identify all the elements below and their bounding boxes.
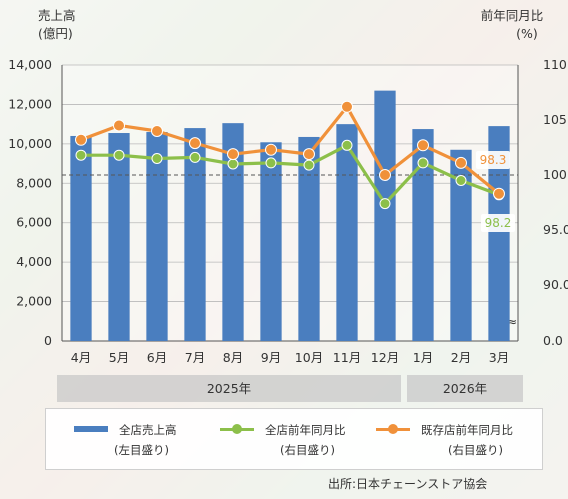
bar bbox=[336, 124, 358, 342]
callout-bg bbox=[476, 151, 510, 169]
point-existing-yoy bbox=[493, 187, 505, 200]
x-tick-label: 5月 bbox=[109, 350, 129, 365]
point-existing-yoy bbox=[227, 148, 239, 161]
left-tick-label: 14,000 bbox=[8, 57, 52, 72]
point-total-yoy bbox=[113, 149, 125, 161]
point-existing-yoy bbox=[379, 169, 391, 181]
right-tick-label: 110.0 bbox=[543, 57, 568, 72]
legend-marker bbox=[388, 424, 398, 434]
left-tick-label: 2,000 bbox=[16, 294, 52, 309]
bar bbox=[412, 129, 434, 341]
right-tick-label: 90.0 bbox=[543, 277, 568, 292]
left-axis-unit: (億円) bbox=[38, 26, 73, 41]
legend-label: 既存店前年同月比 bbox=[421, 423, 513, 437]
left-tick-label: 4,000 bbox=[16, 254, 52, 269]
x-tick-label: 12月 bbox=[371, 350, 399, 365]
year-label: 2026年 bbox=[443, 381, 487, 396]
plot-area bbox=[62, 65, 518, 341]
right-axis-unit: (%) bbox=[516, 26, 538, 41]
point-existing-yoy bbox=[417, 139, 429, 152]
point-total-yoy bbox=[189, 151, 201, 163]
right-tick-label: 100.0 bbox=[543, 167, 568, 182]
point-existing-yoy bbox=[75, 133, 87, 146]
legend-marker bbox=[232, 424, 242, 434]
left-axis-title: 売上高 bbox=[38, 8, 76, 23]
year-band bbox=[57, 375, 401, 402]
right-tick-label: 0.0 bbox=[543, 333, 563, 348]
left-tick-label: 6,000 bbox=[16, 215, 52, 230]
point-total-yoy bbox=[417, 157, 429, 169]
x-tick-label: 3月 bbox=[489, 350, 509, 365]
point-existing-yoy bbox=[151, 125, 163, 137]
point-existing-yoy bbox=[455, 156, 467, 169]
point-existing-yoy bbox=[303, 148, 315, 161]
x-tick-label: 7月 bbox=[185, 350, 205, 365]
left-tick-label: 10,000 bbox=[8, 136, 52, 151]
bar bbox=[488, 126, 510, 341]
legend-swatch-bar bbox=[74, 426, 108, 432]
series-line-existing-yoy bbox=[80, 105, 501, 195]
callout-total-yoy: 98.2 bbox=[485, 216, 512, 230]
legend-label: 全店前年同月比 bbox=[265, 423, 346, 437]
legend-sublabel: (左目盛り) bbox=[114, 443, 169, 457]
point-total-yoy bbox=[379, 198, 391, 210]
left-tick-label: 12,000 bbox=[8, 96, 52, 111]
bar bbox=[146, 132, 168, 341]
year-band bbox=[407, 375, 523, 402]
source-note: 出所:日本チェーンストア協会 bbox=[328, 477, 488, 491]
point-existing-yoy bbox=[113, 119, 125, 132]
bar bbox=[298, 136, 320, 341]
x-tick-label: 4月 bbox=[71, 350, 91, 365]
point-total-yoy bbox=[303, 159, 315, 171]
bar bbox=[222, 123, 244, 342]
bar bbox=[184, 128, 206, 341]
point-existing-yoy bbox=[265, 143, 277, 156]
bar bbox=[450, 149, 472, 341]
point-existing-yoy bbox=[189, 137, 201, 150]
axis-break-symbol: ≈ bbox=[507, 314, 517, 329]
callout-existing-yoy: 98.3 bbox=[480, 153, 507, 167]
point-total-yoy bbox=[75, 149, 87, 161]
x-tick-label: 1月 bbox=[413, 350, 433, 365]
right-tick-label: 95.0 bbox=[543, 222, 568, 237]
left-tick-label: 8,000 bbox=[16, 175, 52, 190]
x-tick-label: 10月 bbox=[295, 350, 323, 365]
point-total-yoy bbox=[265, 157, 277, 169]
bar bbox=[108, 133, 130, 341]
point-total-yoy bbox=[151, 153, 163, 164]
year-label: 2025年 bbox=[207, 381, 251, 396]
x-tick-label: 6月 bbox=[147, 350, 167, 365]
right-tick-label: 105.0 bbox=[543, 112, 568, 127]
series-line-total-yoy bbox=[81, 143, 500, 206]
point-existing-yoy bbox=[341, 100, 353, 113]
point-total-yoy bbox=[227, 158, 239, 170]
legend-sublabel: (右目盛り) bbox=[280, 443, 335, 457]
left-tick-label: 0 bbox=[44, 333, 52, 348]
x-tick-label: 8月 bbox=[223, 350, 243, 365]
bar bbox=[70, 135, 92, 341]
legend-label: 全店売上高 bbox=[119, 423, 177, 437]
x-tick-label: 9月 bbox=[261, 350, 281, 365]
right-axis-title: 前年同月比 bbox=[481, 8, 544, 23]
legend: 全店売上高 (左目盛り) 全店前年同月比 (右目盛り) 既存店前年同月比 (右目… bbox=[45, 408, 543, 470]
x-tick-label: 11月 bbox=[333, 350, 361, 365]
bar bbox=[374, 90, 396, 341]
callout-bg bbox=[481, 214, 515, 232]
legend-sublabel: (右目盛り) bbox=[448, 443, 503, 457]
x-tick-label: 2月 bbox=[451, 350, 471, 365]
point-total-yoy bbox=[341, 139, 353, 151]
bar bbox=[260, 142, 282, 341]
point-total-yoy bbox=[455, 175, 467, 186]
